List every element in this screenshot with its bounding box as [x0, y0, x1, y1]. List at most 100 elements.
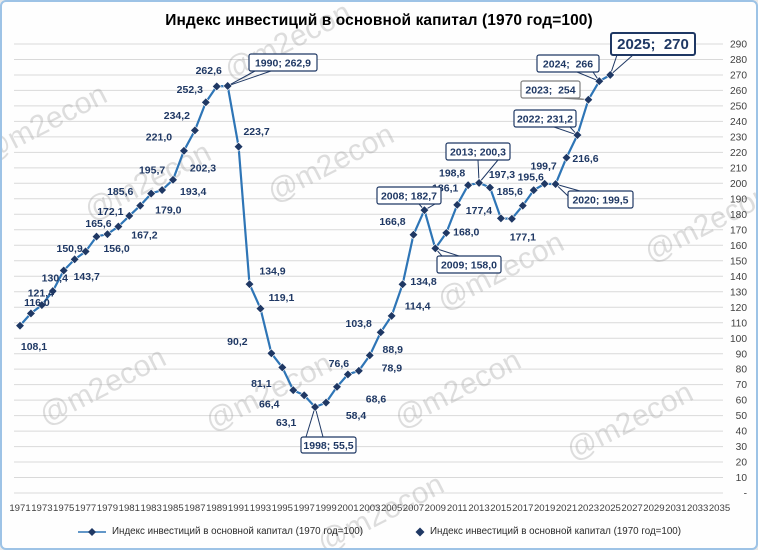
x-tick-label: 2017 [512, 503, 533, 514]
x-tick-label: 1977 [75, 503, 96, 514]
data-point [419, 205, 430, 215]
data-label: 234,2 [164, 110, 190, 122]
data-point [255, 303, 266, 314]
data-label: 103,8 [346, 318, 372, 330]
data-point [299, 390, 310, 401]
legend-label: Индекс инвестиций в основной капитал (19… [430, 526, 681, 537]
data-point [266, 348, 277, 359]
x-tick-label: 2035 [709, 503, 730, 514]
data-label: 168,0 [453, 226, 479, 238]
data-label: 114,4 [405, 300, 431, 312]
y-tick-label: 10 [736, 473, 748, 484]
x-tick-label: 2003 [359, 503, 380, 514]
data-label: 195,7 [139, 165, 165, 177]
data-point [550, 179, 561, 189]
data-point [222, 81, 233, 91]
callout-leader [435, 247, 460, 257]
data-label: 199,7 [530, 160, 556, 172]
callout-text: 2009; 158,0 [441, 259, 497, 271]
data-point [310, 402, 320, 412]
x-tick-label: 1993 [250, 503, 271, 514]
callout-box [610, 32, 696, 56]
x-tick-label: 1973 [31, 503, 52, 514]
y-tick-label: 100 [730, 334, 747, 345]
x-axis-labels: 1971 1973 1975 1977 1979 1981 1983 1985 1987 1989… [9, 503, 730, 514]
y-tick-label: 210 [730, 163, 747, 174]
y-tick-label: 180 [730, 210, 747, 221]
x-tick-label: 2033 [687, 503, 708, 514]
y-tick-label: 40 [736, 427, 748, 438]
data-label: 66,4 [259, 399, 280, 411]
y-tick-label: 70 [736, 380, 748, 391]
y-tick-label: - [744, 489, 747, 500]
x-tick-label: 1995 [272, 503, 293, 514]
callouts: 1990; 262,9 1998; 55,5 2008; 182,7 2009; 15… [248, 32, 696, 454]
legend-item-line-series: Индекс инвестиций в основной капитал (19… [77, 526, 363, 537]
x-tick-label: 1997 [294, 503, 315, 514]
data-point [211, 81, 222, 92]
data-point [517, 200, 528, 211]
series-markers [15, 70, 616, 412]
data-label: 78,9 [382, 362, 403, 374]
y-tick-label: 30 [736, 442, 748, 453]
data-label: 195,6 [518, 172, 544, 184]
x-tick-label: 2009 [425, 503, 446, 514]
data-point [496, 213, 506, 224]
data-point [507, 213, 517, 224]
callout-box [520, 80, 581, 99]
x-tick-label: 2013 [468, 503, 489, 514]
data-point [190, 125, 200, 136]
data-point [364, 350, 375, 361]
callout-text: 1998; 55,5 [303, 440, 353, 452]
callout-leader [314, 406, 324, 438]
data-label: 68,6 [366, 393, 387, 405]
data-label: 134,9 [259, 266, 285, 278]
data-point [102, 229, 113, 239]
y-tick-label: 130 [730, 287, 747, 298]
legend-item-marker-series: Индекс инвестиций в основной капитал (19… [415, 526, 681, 537]
data-point [200, 97, 211, 108]
data-point [80, 246, 91, 257]
data-label: 116,0 [24, 297, 50, 309]
x-tick-label: 2001 [337, 503, 358, 514]
data-point [539, 178, 550, 189]
y-tick-label: 60 [736, 396, 748, 407]
callout-leader [555, 183, 581, 192]
x-tick-label: 1989 [206, 503, 227, 514]
legend-label: Индекс инвестиций в основной капитал (19… [112, 526, 363, 537]
data-point [452, 200, 463, 210]
gridlines [14, 43, 723, 494]
data-label: 63,1 [276, 417, 297, 429]
data-label: 90,2 [227, 336, 248, 348]
x-tick-label: 1975 [53, 503, 74, 514]
callout-box [300, 436, 357, 454]
data-label: 167,2 [131, 230, 157, 242]
y-tick-label: 90 [736, 349, 748, 360]
data-label: 179,0 [155, 204, 181, 216]
data-point [113, 221, 124, 232]
data-point [528, 185, 539, 195]
x-tick-label: 2027 [621, 503, 642, 514]
data-point [157, 185, 167, 195]
y-tick-label: 150 [730, 256, 747, 267]
y-tick-label: 270 [730, 71, 747, 82]
data-label: 185,6 [107, 186, 133, 198]
callout-text: 2022; 231,2 [517, 113, 573, 125]
data-point [375, 327, 386, 338]
callout-text: 2024; 266 [543, 58, 593, 70]
data-point [354, 366, 364, 376]
data-label: 88,9 [383, 344, 404, 356]
data-label: 262,6 [196, 65, 222, 77]
data-point [179, 146, 189, 156]
data-point [233, 141, 244, 152]
data-label: 108,1 [21, 341, 47, 353]
data-label: 81,1 [251, 378, 272, 390]
data-point [463, 180, 473, 191]
callout-leader [553, 126, 578, 136]
data-point [15, 320, 25, 331]
data-label: 185,6 [497, 186, 523, 198]
data-point [474, 178, 484, 188]
callout-text: 2020; 199,5 [572, 194, 628, 206]
